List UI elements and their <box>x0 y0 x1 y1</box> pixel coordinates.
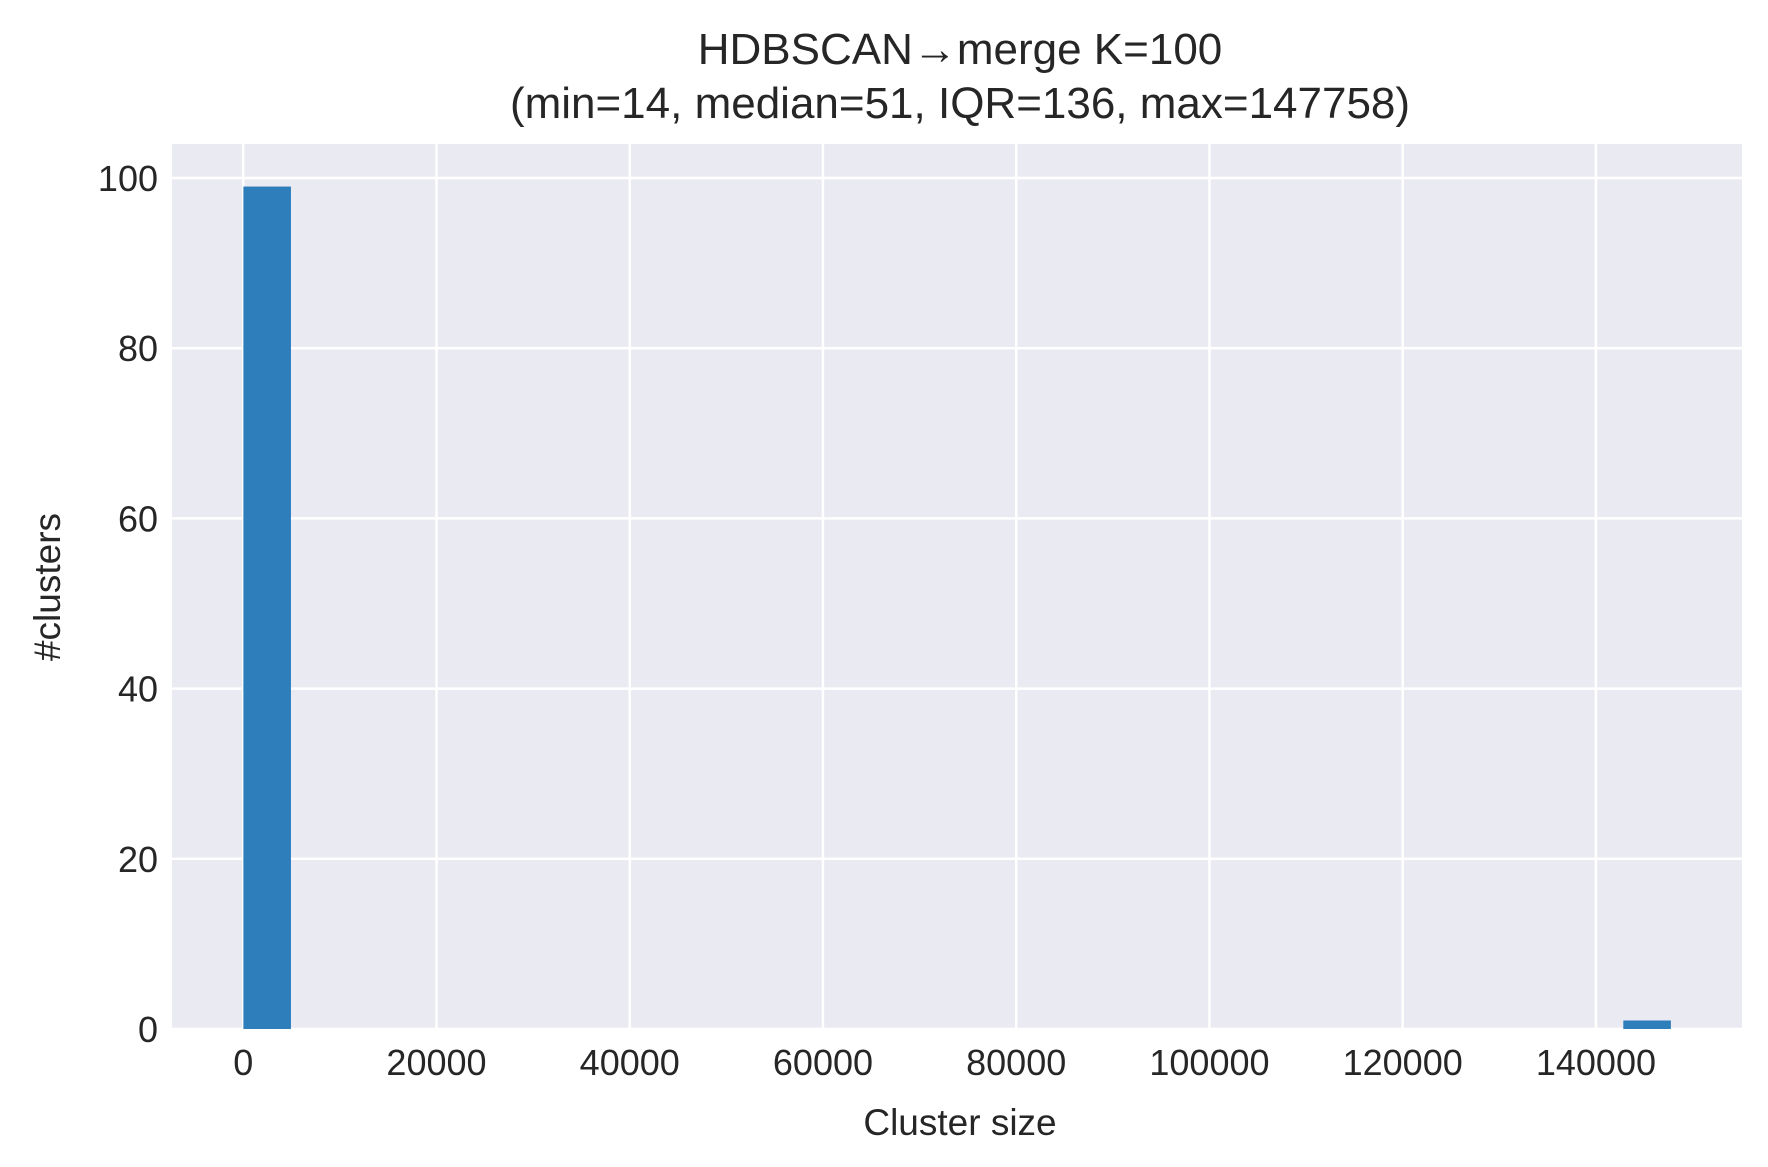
chart-title-line1: HDBSCAN→merge K=100 <box>698 25 1223 74</box>
histogram-bars <box>243 186 1671 1029</box>
plot-area <box>172 144 1742 1029</box>
y-tick-label: 0 <box>138 1009 158 1050</box>
chart-title-line2: (min=14, median=51, IQR=136, max=147758) <box>510 79 1410 128</box>
x-tick-label: 140000 <box>1536 1042 1656 1083</box>
x-tick-label: 100000 <box>1149 1042 1269 1083</box>
gridlines <box>172 144 1742 1031</box>
y-tick-label: 80 <box>118 328 158 369</box>
x-tick-label: 40000 <box>580 1042 680 1083</box>
histogram-bar <box>1623 1020 1671 1029</box>
x-axis-label: Cluster size <box>863 1102 1056 1143</box>
x-tick-label: 80000 <box>966 1042 1066 1083</box>
x-axis-ticks: 0 20000 40000 60000 80000 100000 120000 140000 <box>233 1042 1656 1083</box>
y-tick-label: 100 <box>98 158 158 199</box>
x-tick-label: 0 <box>233 1042 253 1083</box>
histogram-bar <box>243 186 291 1029</box>
x-tick-label: 20000 <box>386 1042 486 1083</box>
y-tick-label: 40 <box>118 669 158 710</box>
y-axis-label: #clusters <box>27 513 68 661</box>
x-tick-label: 60000 <box>773 1042 873 1083</box>
y-axis-ticks: 0 20 40 60 80 100 <box>98 158 158 1050</box>
y-tick-label: 60 <box>118 498 158 539</box>
y-tick-label: 20 <box>118 839 158 880</box>
x-tick-label: 120000 <box>1343 1042 1463 1083</box>
